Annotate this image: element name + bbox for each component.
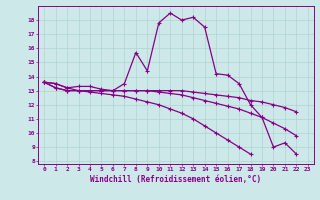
X-axis label: Windchill (Refroidissement éolien,°C): Windchill (Refroidissement éolien,°C)	[91, 175, 261, 184]
